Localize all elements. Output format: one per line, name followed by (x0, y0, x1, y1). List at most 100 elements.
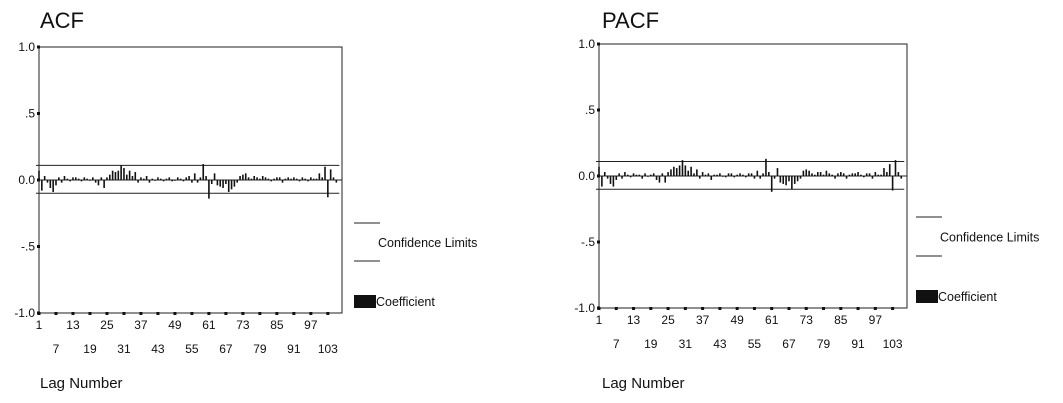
coefficient-bar (196, 180, 199, 183)
coefficient-bar (773, 176, 776, 179)
coefficient-bar (188, 176, 190, 180)
pacf-chart: 1.0 .5 0.0 -.5 -1.01 13 25 37 49 61 73 85 97 7 19 31 43 5… (574, 37, 1039, 351)
coefficient-bar (868, 173, 871, 176)
coefficient-bar (796, 176, 799, 182)
coefficient-bar (159, 178, 162, 180)
x-tick-label: 43 (151, 342, 165, 356)
coefficient-bar (259, 178, 261, 180)
coefficient-bar (837, 173, 839, 176)
coefficient-bar (270, 180, 273, 182)
x-tick-label: 73 (236, 318, 250, 332)
coefficient-bar (719, 173, 721, 176)
x-tick (770, 307, 774, 310)
coefficient-bar (145, 176, 148, 180)
coefficient-bar (871, 176, 874, 179)
pacf-panel: PACF 1.0 .5 0.0 -.5 -1.0 1 13 25 37 49 61 73 85 97 7 19… (562, 0, 1063, 403)
chart-title: PACF (602, 8, 660, 33)
coefficient-bar (134, 172, 137, 180)
coefficient-bar (41, 180, 43, 191)
coefficient-bar (137, 180, 139, 183)
coefficient-bar (791, 176, 793, 190)
coefficient-bar (38, 170, 40, 180)
x-tick (718, 307, 722, 310)
acf-chart: 1.0 .5 0.0 -.5 -1.01 13 25 37 49 61 73 85 97 7 19 31 43 5… (14, 40, 477, 356)
coefficient-bar (874, 172, 877, 176)
x-tick-label: 37 (696, 313, 710, 327)
coefficient-bar (208, 180, 210, 199)
coefficient-bar (834, 176, 836, 179)
coefficient-bar (162, 180, 165, 182)
x-tick-label: 85 (834, 313, 848, 327)
x-tick (37, 312, 41, 315)
coefficient-bar (103, 180, 105, 188)
coefficient-bar (609, 176, 612, 184)
coefficient-bar (329, 169, 332, 180)
coefficient-bar (779, 176, 782, 183)
coefficient-bar (802, 170, 805, 176)
coefficient-bar (179, 178, 182, 180)
coefficient-bar (612, 176, 615, 187)
x-tick (139, 312, 143, 315)
coefficient-bar (239, 176, 241, 180)
coefficient-bar (782, 176, 785, 184)
x-tick-label: 7 (53, 342, 60, 356)
x-tick (173, 312, 177, 315)
x-tick-label: 79 (253, 342, 267, 356)
coefficient-bar (298, 180, 301, 182)
coefficient-bar (713, 174, 715, 176)
acf-panel: ACF 1.0 .5 0.0 -.5 -1.0 1 13 25 37 49 61 73 85 97 7 19 3… (0, 0, 530, 403)
coefficient-bar (140, 177, 142, 180)
coefficient-bar (863, 176, 865, 178)
x-tick-label: 97 (304, 318, 318, 332)
coefficient-bar (157, 177, 159, 180)
x-tick-label: 37 (134, 318, 148, 332)
coefficient-bar (58, 177, 60, 180)
coefficient-bar (227, 180, 230, 192)
x-tick (752, 307, 756, 310)
x-tick (241, 312, 245, 315)
coefficient-bar (811, 173, 813, 176)
x-tick (856, 307, 860, 310)
coefficient-bar (664, 176, 667, 183)
x-tick-label: 61 (202, 318, 216, 332)
coefficient-bar (770, 176, 773, 192)
coefficient-bar (111, 170, 114, 180)
coefficient-bar (244, 173, 247, 180)
coefficient-bar (860, 174, 862, 176)
coefficient-bar (854, 173, 856, 176)
x-tick (597, 307, 601, 310)
coefficient-bar (295, 178, 298, 180)
coefficient-bar (647, 176, 649, 177)
coefficient-bar (742, 174, 744, 176)
coefficient-bar (83, 177, 86, 180)
coefficient-bar (707, 173, 710, 176)
coefficient-bar (233, 180, 236, 187)
coefficient-bar (49, 180, 52, 188)
y-tick-label: -.5 (21, 240, 35, 254)
y-tick-label: 1.0 (18, 40, 35, 54)
coefficient-bar (321, 177, 323, 180)
coefficient-bar (733, 176, 736, 178)
coefficient-bar (307, 180, 309, 182)
x-tick-label: 55 (748, 337, 762, 351)
x-tick-label: 61 (765, 313, 779, 327)
x-tick-label: 1 (36, 318, 43, 332)
coefficient-bar (687, 170, 690, 176)
x-tick-label: 19 (644, 337, 658, 351)
x-tick (891, 307, 895, 310)
coefficient-bar (154, 180, 156, 181)
coefficient-bar (618, 173, 620, 176)
coefficient-bar (857, 172, 859, 176)
x-tick (666, 307, 670, 310)
coefficient-bar (236, 180, 239, 183)
coefficient-bar (256, 177, 258, 180)
legend-confidence-label: Confidence Limits (378, 236, 477, 250)
x-tick (804, 307, 808, 310)
coefficient-bar (69, 180, 71, 182)
coefficient-bar (808, 170, 810, 176)
coefficient-bar (681, 160, 684, 176)
coefficient-bar (716, 174, 718, 176)
coefficient-bar (848, 174, 851, 176)
coefficient-bar (819, 172, 822, 176)
coefficient-bar (621, 176, 623, 179)
